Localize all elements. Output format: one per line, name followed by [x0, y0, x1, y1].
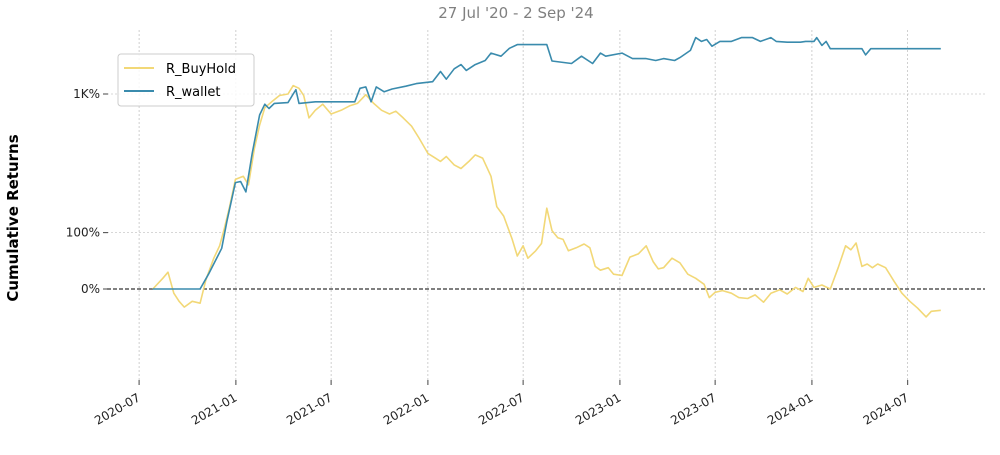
y-tick-label: 1K% — [73, 87, 100, 101]
legend: R_BuyHold R_wallet — [117, 53, 255, 107]
y-axis-ticks: 0% 100% 1K% — [66, 87, 108, 296]
legend-label-r-wallet: R_wallet — [166, 85, 220, 100]
chart-subtitle: 27 Jul '20 - 2 Sep '24 — [438, 4, 593, 22]
series-lines — [152, 36, 941, 318]
legend-label-r-buyhold: R_BuyHold — [166, 62, 236, 77]
y-tick-label: 100% — [66, 226, 100, 240]
series-line-r-wallet — [152, 36, 941, 290]
series-line-r-buyhold — [152, 84, 941, 318]
y-tick-label: 0% — [81, 282, 100, 296]
y-axis-label: Cumulative Returns — [4, 134, 22, 301]
